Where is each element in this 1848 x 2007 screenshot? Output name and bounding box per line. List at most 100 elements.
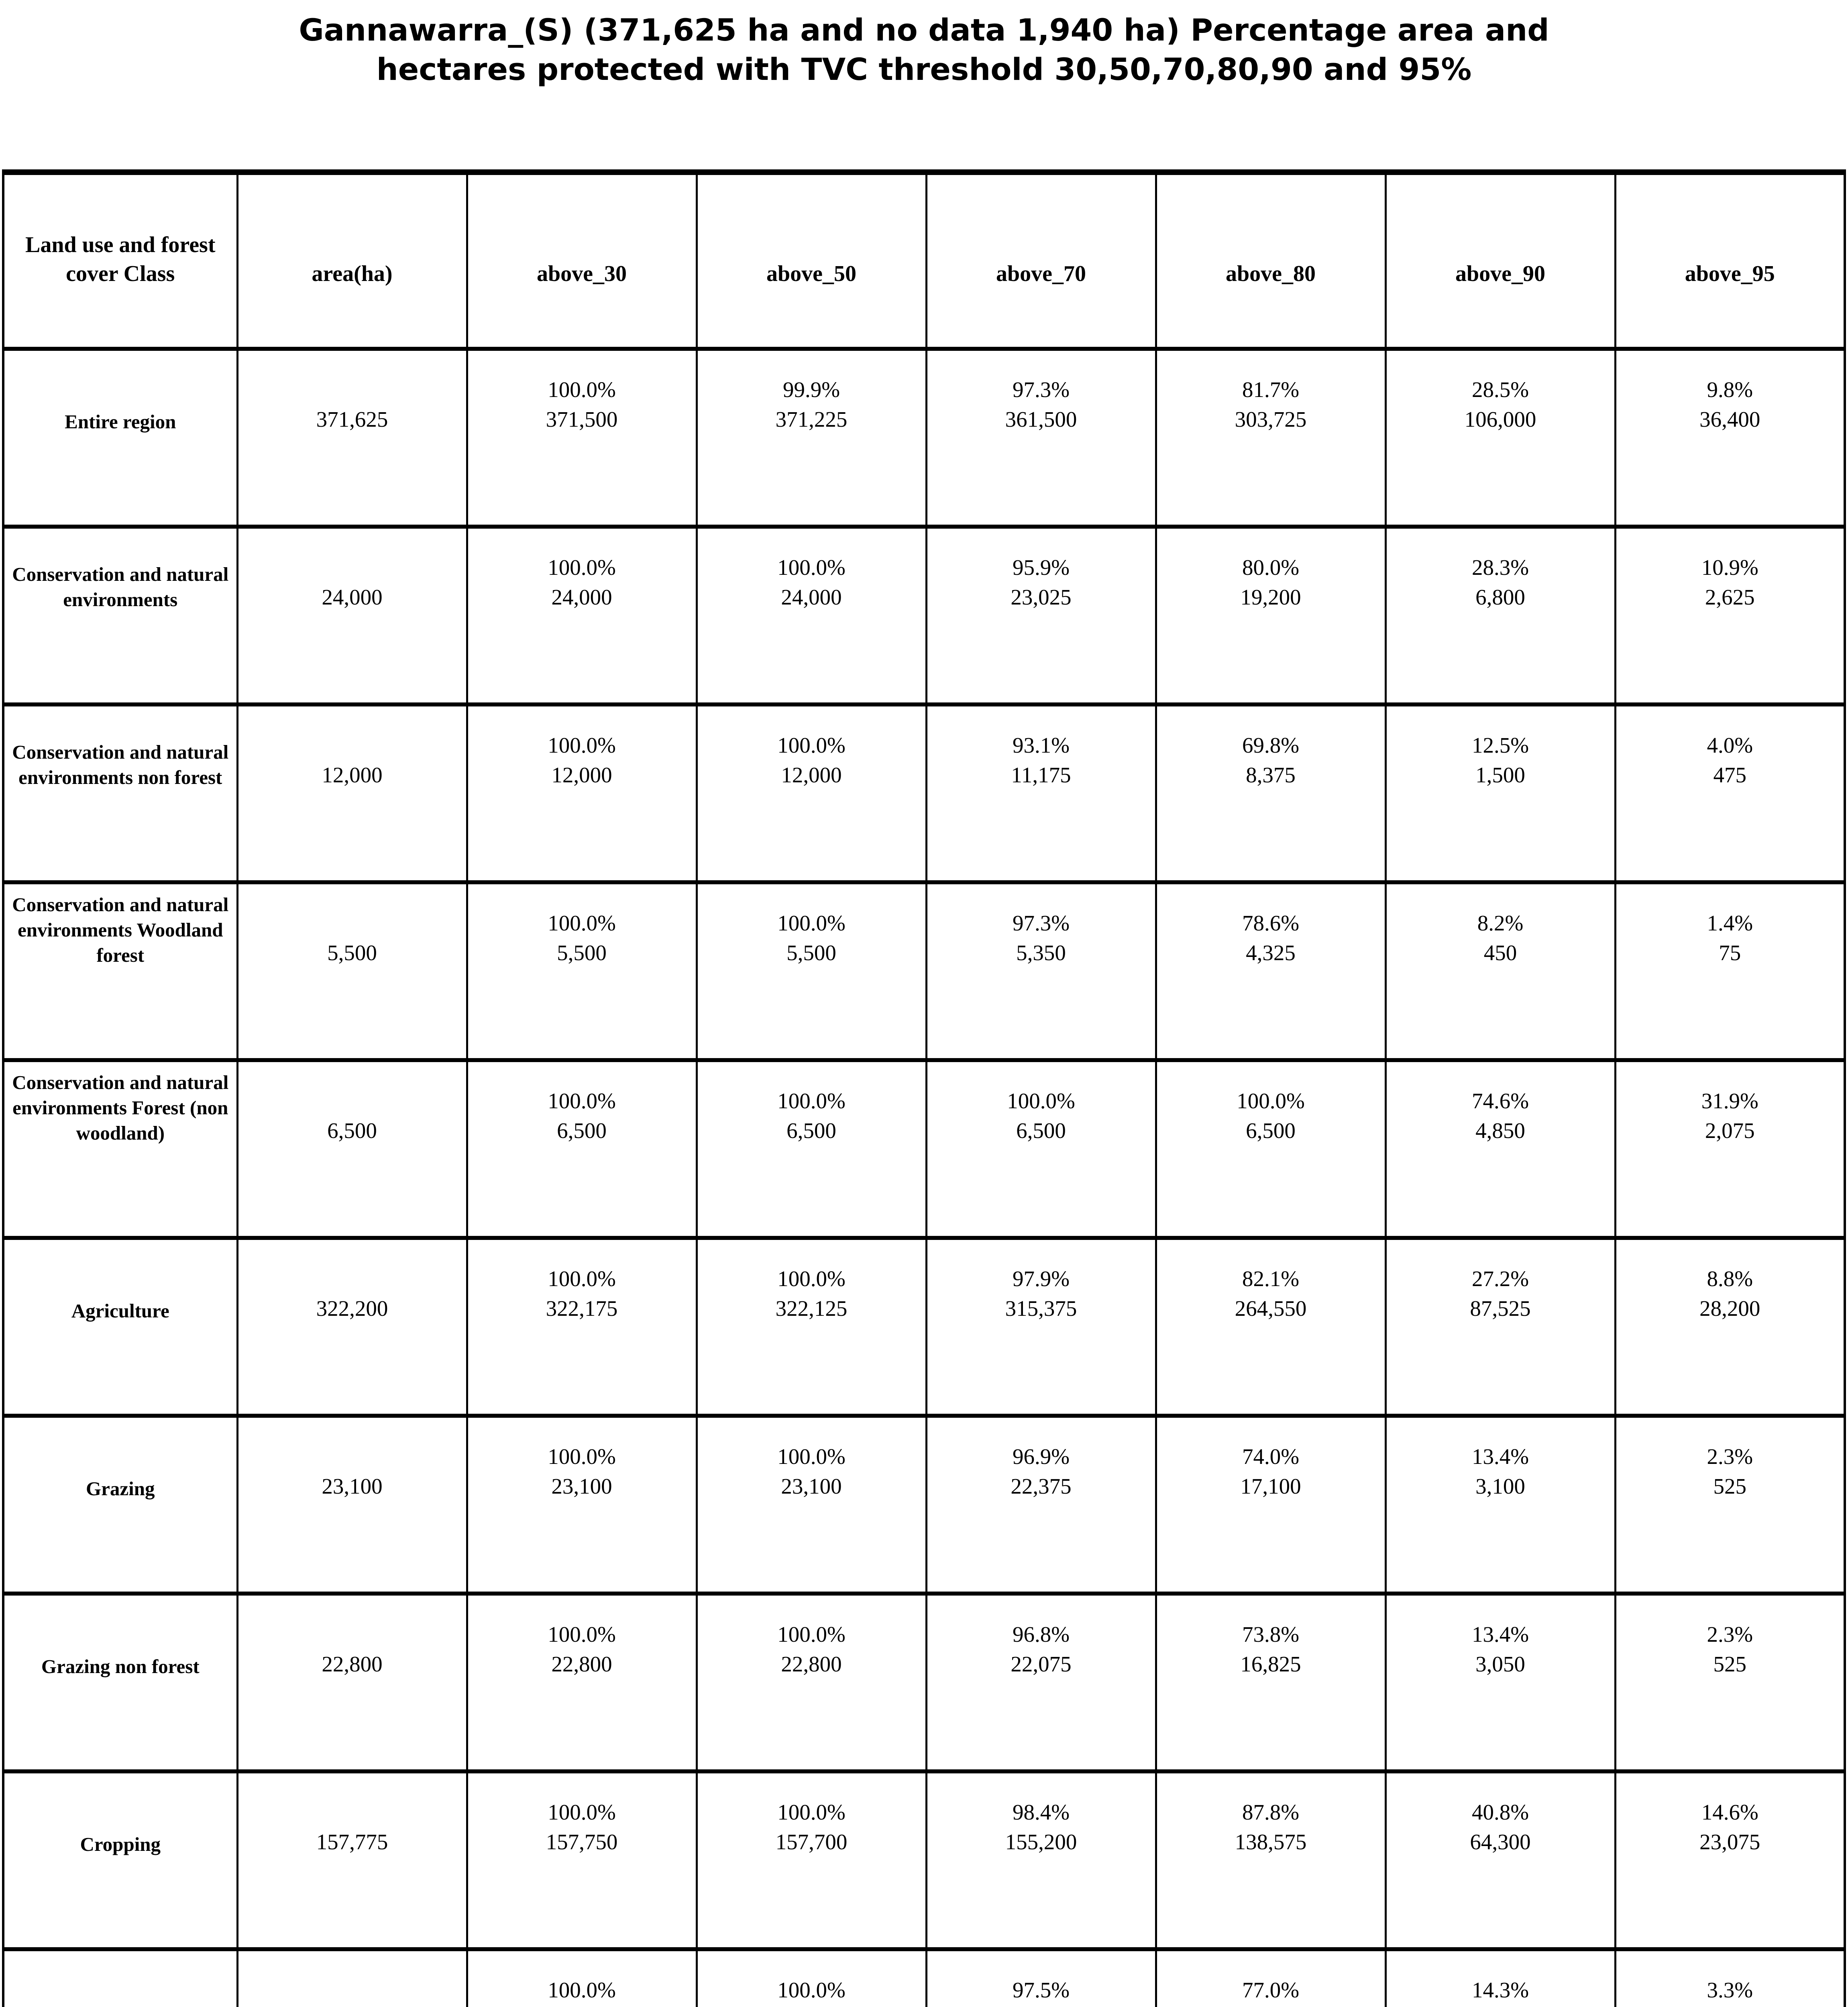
row-threshold-cell: 87.8% 138,575 — [1155, 1769, 1387, 1951]
row-threshold-cell: 14.3% 20,125 — [1384, 1947, 1616, 2007]
percent-value: 100.0% — [548, 1266, 616, 1291]
percent-value: 100.0% — [548, 733, 616, 757]
hectares-value: 64,300 — [1470, 1829, 1531, 1854]
hectares-value: 12,000 — [781, 762, 842, 787]
percent-value: 98.4% — [1012, 1799, 1070, 1824]
row-threshold-cell: 27.2% 87,525 — [1384, 1236, 1616, 1418]
hectares-value: 6,500 — [1016, 1118, 1066, 1143]
hectares-value: 17,100 — [1240, 1474, 1301, 1498]
percent-value: 97.5% — [1012, 1977, 1070, 2002]
hectares-value: 23,025 — [1011, 584, 1072, 609]
hectares-value: 322,125 — [775, 1296, 848, 1321]
row-threshold-cell: 74.6% 4,850 — [1384, 1058, 1616, 1240]
percent-value: 9.8% — [1707, 377, 1753, 402]
row-threshold-cell: 100.0% 22,800 — [695, 1592, 927, 1773]
row-class-cell: Conservation and natural environments no… — [2, 702, 238, 884]
column-header-6: above_90 — [1384, 170, 1616, 351]
row-threshold-cell: 100.0% 6,500 — [695, 1058, 927, 1240]
hectares-value: 5,500 — [557, 940, 607, 965]
row-threshold-cell: 96.8% 22,075 — [925, 1592, 1157, 1773]
row-threshold-cell: 12.5% 1,500 — [1384, 702, 1616, 884]
area-value: 12,000 — [322, 762, 383, 787]
row-threshold-cell: 81.7% 303,725 — [1155, 347, 1387, 529]
row-threshold-cell: 100.0% 5,500 — [695, 880, 927, 1062]
hectares-value: 22,375 — [1011, 1474, 1072, 1498]
column-header-label: above_95 — [1685, 261, 1775, 287]
hectares-value: 6,500 — [1246, 1118, 1296, 1143]
hectares-value: 5,350 — [1016, 940, 1066, 965]
percent-value: 100.0% — [1237, 1088, 1305, 1113]
percent-value: 3.3% — [1707, 1977, 1753, 2002]
percent-value: 80.0% — [1242, 555, 1300, 580]
hectares-value: 2,075 — [1705, 1118, 1755, 1143]
hectares-value: 23,100 — [781, 1474, 842, 1498]
row-threshold-cell: 8.2% 450 — [1384, 880, 1616, 1062]
row-threshold-cell: 82.1% 264,550 — [1155, 1236, 1387, 1418]
table-row: Irrigation 141,200 100.0% 141,200 100.0% 141,… — [2, 1947, 1846, 2007]
row-area-cell: 5,500 — [236, 880, 468, 1062]
percent-value: 28.3% — [1471, 555, 1529, 580]
hectares-value: 36,400 — [1699, 407, 1760, 432]
percent-value: 97.9% — [1012, 1266, 1070, 1291]
row-threshold-cell: 100.0% 24,000 — [695, 525, 927, 706]
percent-value: 31.9% — [1701, 1088, 1758, 1113]
table-row: Conservation and natural environments Wo… — [2, 880, 1846, 1062]
table-header-row: Land use and forest cover Class area(ha) a… — [2, 170, 1846, 351]
area-value: 141,200 — [316, 2005, 388, 2007]
protection-table: Land use and forest cover Class area(ha) a… — [2, 169, 1846, 2007]
column-header-7: above_95 — [1614, 170, 1846, 351]
hectares-value: 20,125 — [1470, 2005, 1530, 2007]
hectares-value: 371,225 — [775, 407, 848, 432]
row-class-label: Conservation and natural environments — [12, 563, 229, 611]
row-threshold-cell: 100.0% 157,700 — [695, 1769, 927, 1951]
percent-value: 77.0% — [1242, 1977, 1300, 2002]
row-threshold-cell: 69.8% 8,375 — [1155, 702, 1387, 884]
hectares-value: 24,000 — [781, 584, 842, 609]
percent-value: 13.4% — [1471, 1444, 1529, 1469]
hectares-value: 28,200 — [1699, 1296, 1760, 1321]
hectares-value: 3,050 — [1475, 1651, 1525, 1676]
percent-value: 82.1% — [1242, 1266, 1300, 1291]
column-header-1: area(ha) — [236, 170, 468, 351]
row-threshold-cell: 100.0% 141,200 — [466, 1947, 698, 2007]
row-threshold-cell: 14.6% 23,075 — [1614, 1769, 1846, 1951]
row-class-label: Cropping — [80, 1833, 161, 1855]
hectares-value: 155,200 — [1005, 1829, 1077, 1854]
page-title: Gannawarra_(S) (371,625 ha and no data 1… — [0, 10, 1848, 89]
row-class-label: Conservation and natural environments no… — [12, 741, 229, 788]
row-threshold-cell: 13.4% 3,050 — [1384, 1592, 1616, 1773]
row-threshold-cell: 9.8% 36,400 — [1614, 347, 1846, 529]
row-threshold-cell: 100.0% 322,125 — [695, 1236, 927, 1418]
percent-value: 1.4% — [1707, 910, 1753, 935]
row-threshold-cell: 100.0% 22,800 — [466, 1592, 698, 1773]
column-header-label: above_30 — [537, 261, 627, 287]
row-threshold-cell: 100.0% 12,000 — [466, 702, 698, 884]
percent-value: 100.0% — [777, 910, 846, 935]
hectares-value: 4,325 — [1246, 940, 1296, 965]
row-threshold-cell: 4.0% 475 — [1614, 702, 1846, 884]
table-body: Entire region 371,625 100.0% 371,500 99.9% 37… — [2, 347, 1846, 2007]
row-class-label: Grazing — [86, 1477, 155, 1500]
percent-value: 2.3% — [1707, 1622, 1753, 1647]
hectares-value: 450 — [1483, 940, 1517, 965]
row-class-label: Grazing non forest — [41, 1655, 200, 1677]
hectares-value: 157,750 — [546, 1829, 618, 1854]
row-threshold-cell: 28.3% 6,800 — [1384, 525, 1616, 706]
percent-value: 100.0% — [777, 1799, 846, 1824]
row-area-cell: 371,625 — [236, 347, 468, 529]
row-class-cell: Conservation and natural environments Fo… — [2, 1058, 238, 1240]
row-threshold-cell: 1.4% 75 — [1614, 880, 1846, 1062]
row-threshold-cell: 8.8% 28,200 — [1614, 1236, 1846, 1418]
hectares-value: 264,550 — [1235, 1296, 1307, 1321]
hectares-value: 137,675 — [1005, 2005, 1077, 2007]
percent-value: 100.0% — [777, 1088, 846, 1113]
row-threshold-cell: 13.4% 3,100 — [1384, 1414, 1616, 1596]
percent-value: 81.7% — [1242, 377, 1300, 402]
hectares-value: 87,525 — [1470, 1296, 1531, 1321]
hectares-value: 19,200 — [1240, 584, 1301, 609]
percent-value: 100.0% — [777, 1266, 846, 1291]
percent-value: 2.3% — [1707, 1444, 1753, 1469]
row-threshold-cell: 96.9% 22,375 — [925, 1414, 1157, 1596]
hectares-value: 23,075 — [1699, 1829, 1760, 1854]
hectares-value: 22,075 — [1011, 1651, 1072, 1676]
